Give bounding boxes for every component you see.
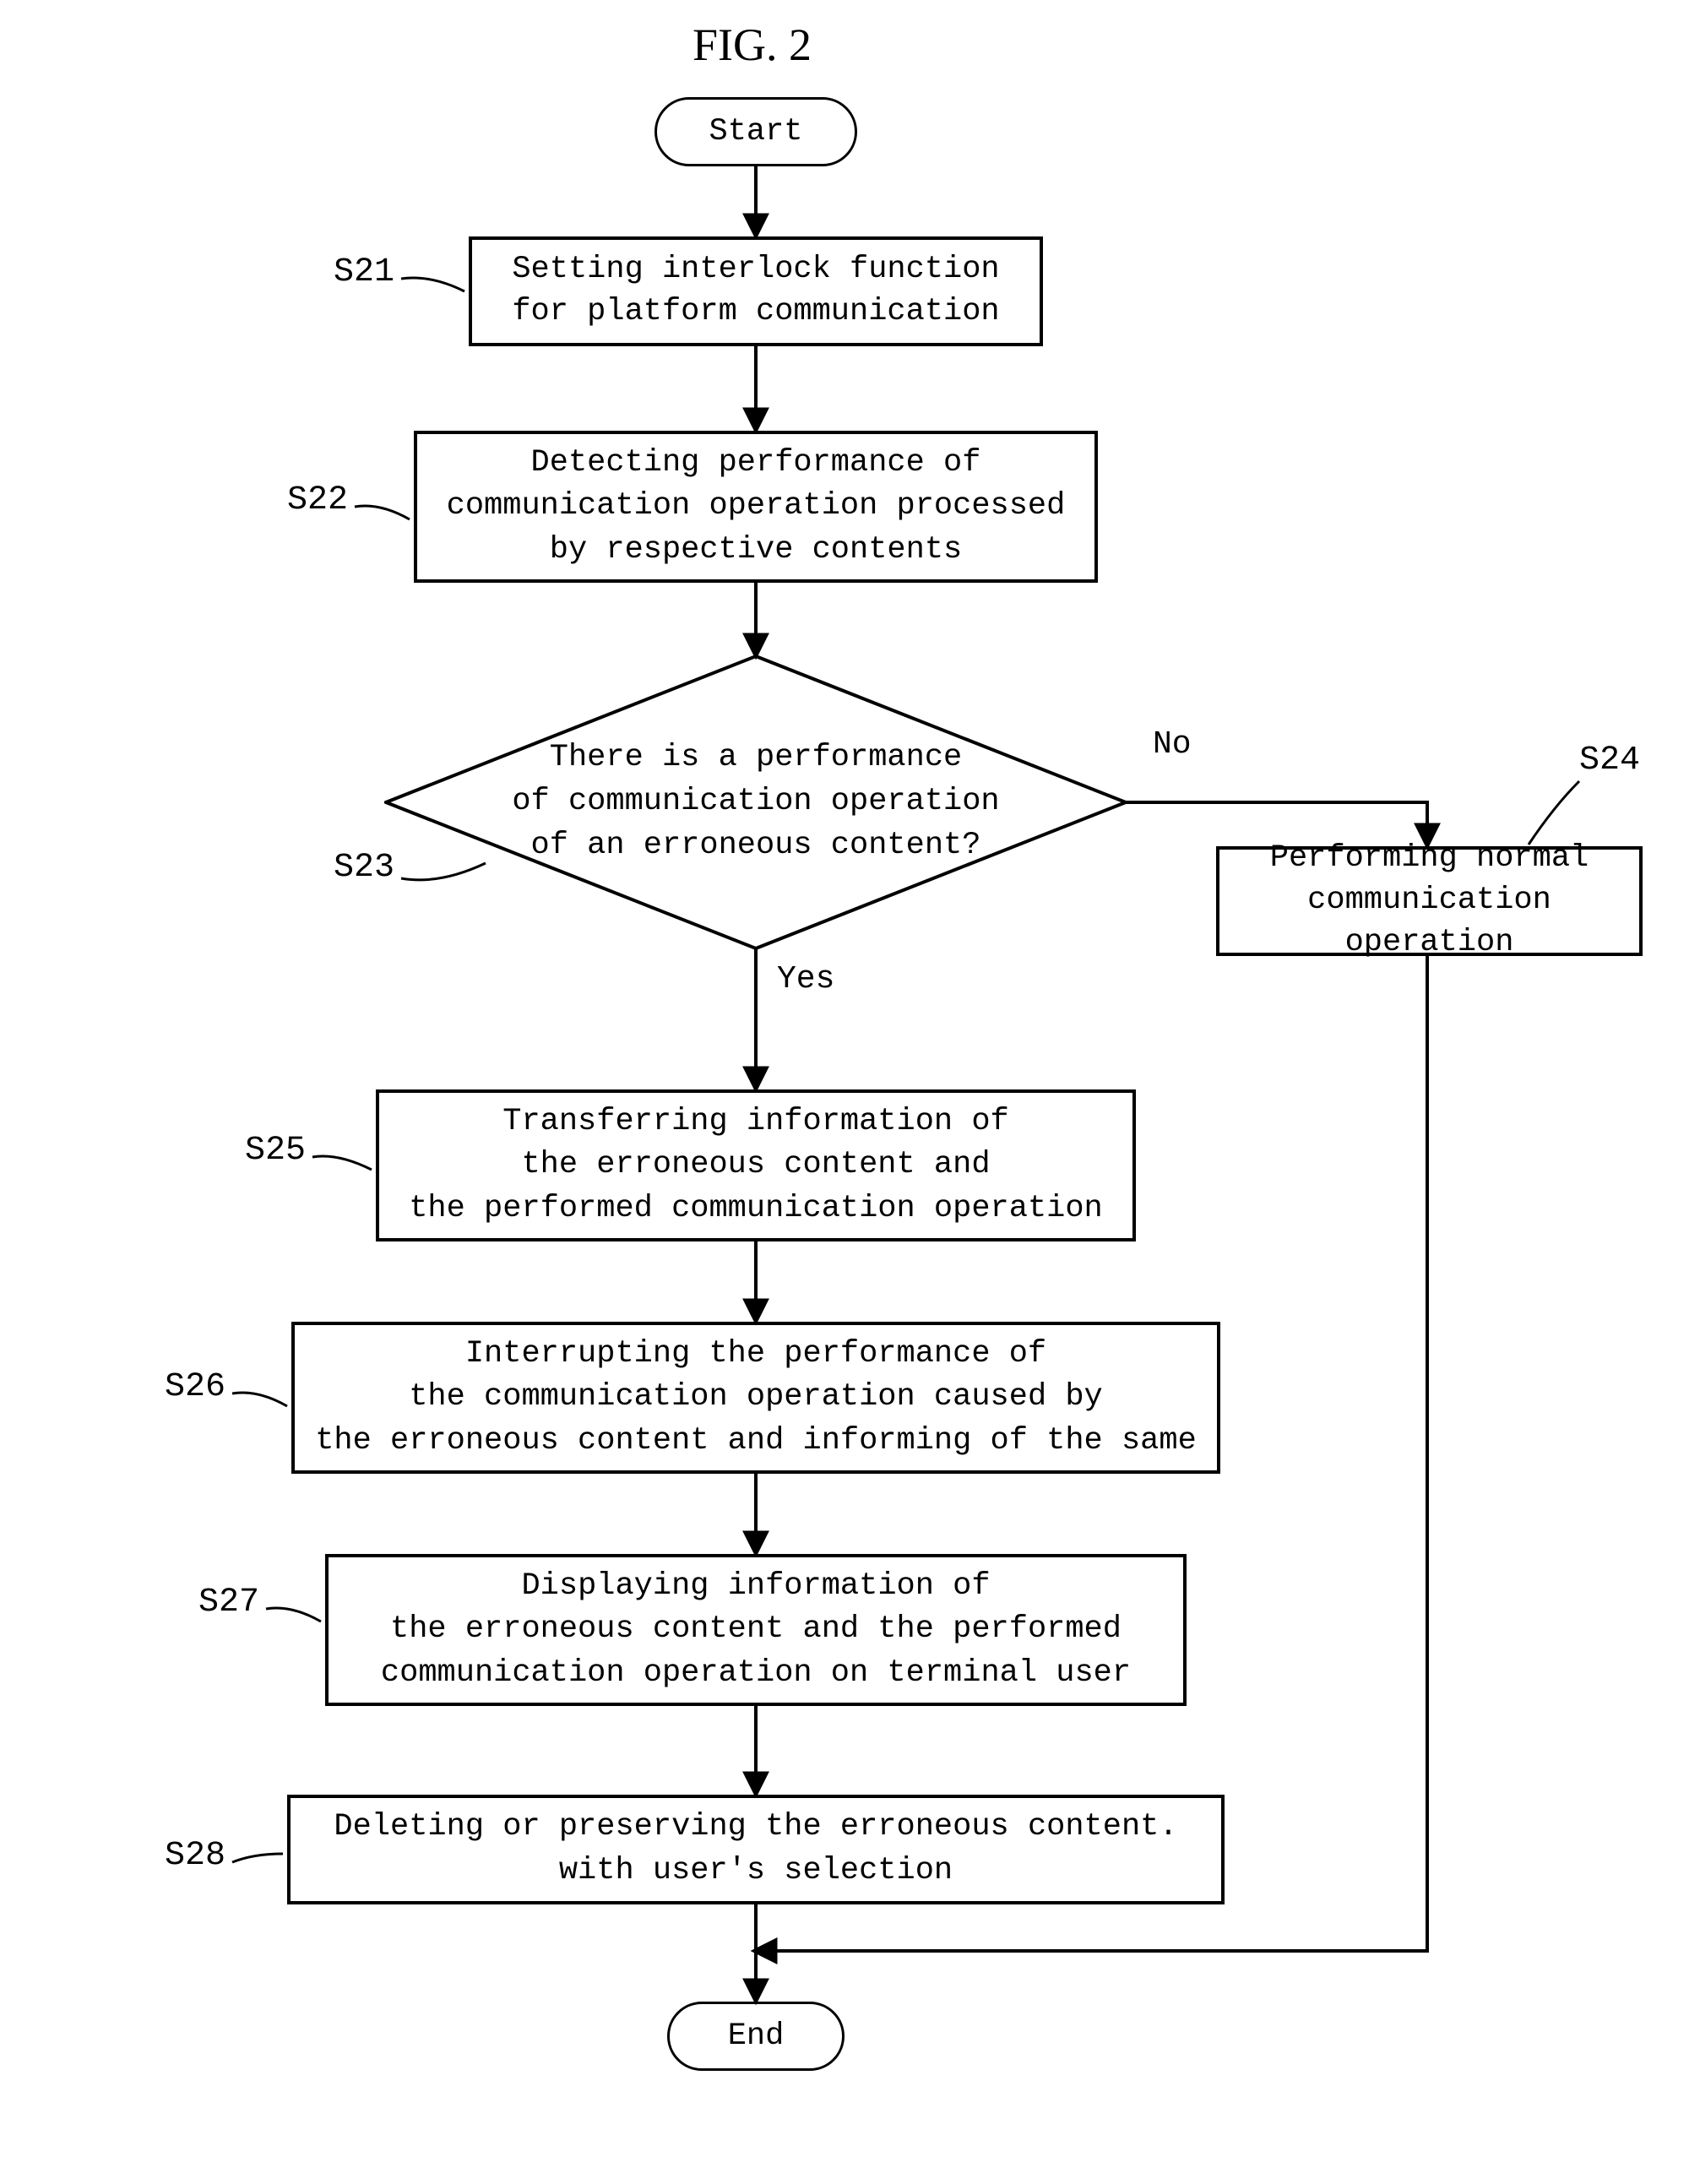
ref-s28: S28 [165,1837,225,1875]
end-terminator: End [667,2002,845,2071]
s28-line1: Deleting or preserving the erroneous con… [334,1809,1177,1844]
s24-line1: Performing normal [1270,840,1589,876]
ref-s26: S26 [165,1368,225,1406]
s24-line2: communication operation [1307,883,1551,960]
s22-line3: by respective contents [550,532,962,568]
s23-line1: There is a performance [550,736,962,780]
s25-line1: Transferring information of [502,1104,1009,1139]
step-s27: Displaying information of the erroneous … [325,1554,1187,1706]
step-s22: Detecting performance of communication o… [414,431,1098,583]
ref-s22: S22 [287,481,348,519]
s26-line3: the erroneous content and informing of t… [315,1423,1197,1459]
s21-line2: for platform communication [512,294,999,329]
step-s28: Deleting or preserving the erroneous con… [287,1795,1225,1904]
figure-title: FIG. 2 [692,19,812,71]
s26-line2: the communication operation caused by [409,1379,1103,1415]
step-s24: Performing normal communication operatio… [1216,846,1643,956]
s27-line2: the erroneous content and the performed [390,1611,1122,1647]
decision-s23: There is a performance of communication … [384,655,1127,950]
ref-s24: S24 [1579,742,1640,780]
ref-s25: S25 [245,1132,306,1170]
s27-line1: Displaying information of [521,1568,990,1604]
s27-line3: communication operation on terminal user [381,1655,1131,1691]
branch-no: No [1153,726,1192,763]
ref-s21: S21 [334,253,394,291]
s25-line3: the performed communication operation [409,1191,1103,1226]
s23-line3: of an erroneous content? [531,824,981,868]
s22-line2: communication operation processed [447,488,1066,524]
s25-line2: the erroneous content and [521,1147,990,1182]
s28-line2: with user's selection [559,1853,953,1888]
step-s26: Interrupting the performance of the comm… [291,1322,1220,1474]
ref-s27: S27 [198,1584,259,1622]
branch-yes: Yes [777,961,834,997]
step-s25: Transferring information of the erroneou… [376,1089,1136,1241]
s21-line1: Setting interlock function [512,252,999,287]
end-label: End [728,2018,785,2054]
s22-line1: Detecting performance of [531,445,981,481]
start-terminator: Start [654,97,857,166]
s23-line2: of communication operation [512,780,999,824]
s26-line1: Interrupting the performance of [465,1336,1046,1372]
step-s21: Setting interlock function for platform … [469,236,1043,346]
start-label: Start [709,114,802,149]
